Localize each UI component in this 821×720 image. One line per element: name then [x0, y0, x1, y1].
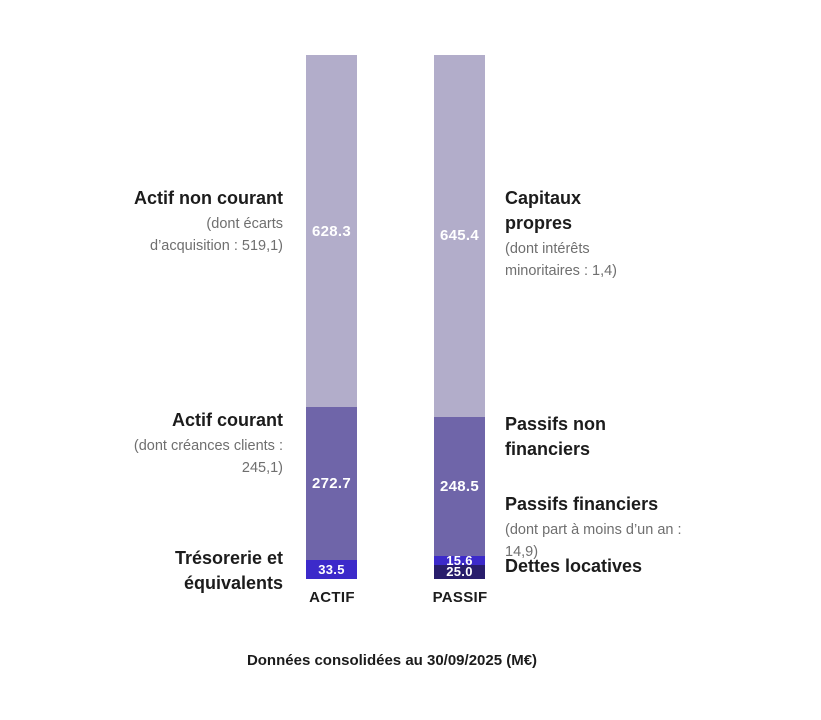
- chart-caption: Données consolidées au 30/09/2025 (M€): [246, 652, 538, 669]
- bar-actif: 628.3 272.7 33.5: [306, 55, 357, 579]
- annotation-actif-courant: Actif courant (dont créances clients : 2…: [134, 408, 283, 479]
- annotation-subtitle: (dont créances clients : 245,1): [133, 438, 283, 476]
- bar-segment-actif-non-courant: 628.3: [306, 55, 357, 408]
- annotation-subtitle: (dont écarts d’acquisition : 519,1): [150, 216, 283, 254]
- annotation-title: Actif non courant: [134, 188, 283, 208]
- annotation-passifs-non-financiers: Passifs non financiers: [505, 412, 606, 462]
- annotation-capitaux-propres: Capitaux propres (dont intérêts minorita…: [505, 186, 617, 282]
- segment-value: 645.4: [439, 227, 480, 245]
- annotation-subtitle: (dont intérêts minoritaires : 1,4): [505, 241, 618, 279]
- segment-value: 15.6: [446, 553, 473, 569]
- bar-segment-passifs-non-financiers: 248.5: [434, 416, 485, 557]
- annotation-title: Dettes locatives: [505, 556, 643, 576]
- segment-value: 25.0: [446, 564, 473, 580]
- annotation-title: Capitaux propres: [505, 188, 582, 233]
- bar-segment-tresorerie-et-equivalents: 33.5: [306, 560, 357, 579]
- annotation-subtitle: (dont part à moins d’un an : 14,9): [505, 522, 682, 560]
- bar-segment-actif-courant: 272.7: [306, 407, 357, 561]
- annotation-title: Passifs non financiers: [505, 414, 607, 459]
- axis-label-actif: ACTIF: [309, 589, 355, 606]
- annotation-passifs-financiers: Passifs financiers (dont part à moins d’…: [505, 492, 682, 563]
- axis-label-passif: PASSIF: [432, 589, 488, 606]
- bar-segment-capitaux-propres: 645.4: [434, 55, 485, 417]
- segment-value: 248.5: [439, 478, 480, 496]
- bar-passif: 645.4 248.5 15.6 25.0: [434, 55, 485, 579]
- annotation-title: Passifs financiers: [505, 494, 659, 514]
- annotation-dettes-locatives: Dettes locatives: [505, 554, 642, 579]
- annotation-title: Trésorerie et équivalents: [174, 548, 283, 593]
- segment-value: 272.7: [311, 475, 352, 493]
- annotation-tresorerie: Trésorerie et équivalents: [175, 546, 283, 596]
- annotation-actif-non-courant: Actif non courant (dont écarts d’acquisi…: [134, 186, 283, 257]
- bar-segment-dettes-locatives: 25.0: [434, 564, 485, 580]
- segment-value: 628.3: [311, 222, 352, 240]
- annotation-title: Actif courant: [171, 410, 283, 430]
- segment-value: 33.5: [318, 562, 345, 578]
- bar-segment-passifs-financiers: 15.6: [434, 553, 485, 569]
